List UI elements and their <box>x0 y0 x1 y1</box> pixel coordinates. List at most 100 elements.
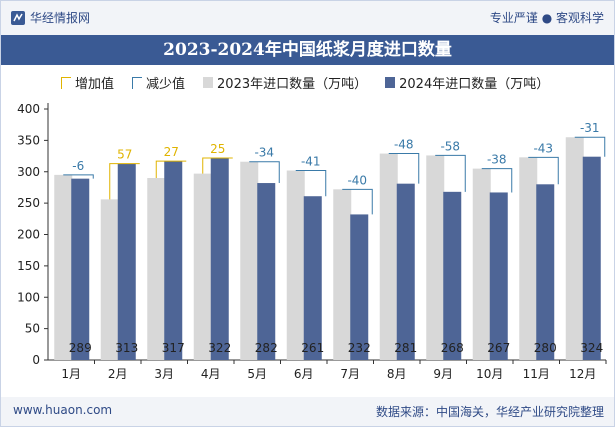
value-label-2024: 282 <box>255 341 278 355</box>
increase-bracket <box>202 157 233 174</box>
bar-2023 <box>519 157 538 360</box>
legend-marker-increase <box>61 76 71 89</box>
bar-2023 <box>286 170 305 360</box>
decrease-bracket <box>388 153 420 184</box>
x-tick-label: 2月 <box>108 367 128 381</box>
x-tick-label: 8月 <box>387 367 407 381</box>
value-label-2024: 232 <box>348 341 371 355</box>
y-tick-label: 0 <box>32 353 40 367</box>
bar-2024 <box>489 192 508 360</box>
value-label-2024: 280 <box>534 341 557 355</box>
chart-plot: 0 50 100 150 200 250 300 350 400 -6 289 1月 57 313 2月 27… <box>17 102 607 381</box>
legend-marker-2023 <box>203 77 214 88</box>
value-label-2024: 268 <box>441 341 464 355</box>
footer-source: 数据来源：中国海关，华经产业研究院整理 <box>375 405 604 419</box>
legend-item-decrease: 减少值 <box>132 73 185 92</box>
x-tick-label: 4月 <box>201 367 221 381</box>
y-tick-label: 50 <box>25 322 40 336</box>
bar-2024 <box>536 184 555 360</box>
footer-url[interactable]: www.huaon.com <box>13 403 113 417</box>
change-label: -38 <box>487 153 507 167</box>
y-tick-label: 350 <box>17 133 40 147</box>
legend-marker-2024 <box>385 77 396 88</box>
y-tick-label: 150 <box>17 259 40 273</box>
bar-2023 <box>333 189 352 360</box>
change-label: -6 <box>72 159 84 173</box>
x-tick-label: 12月 <box>569 367 596 381</box>
value-label-2024: 261 <box>301 341 324 355</box>
value-label-2024: 324 <box>580 341 603 355</box>
value-label-2024: 317 <box>162 341 185 355</box>
decrease-bracket <box>249 161 280 184</box>
increase-bracket <box>109 163 140 200</box>
y-tick-label: 100 <box>17 290 40 304</box>
decrease-bracket <box>528 156 559 185</box>
legend-item-2023: 2023年进口数量（万吨） <box>203 73 367 92</box>
change-label: 27 <box>164 145 179 159</box>
change-label: 25 <box>210 142 225 156</box>
change-label: -31 <box>580 121 600 135</box>
y-tick-label: 400 <box>17 102 40 116</box>
decrease-bracket <box>481 168 513 193</box>
bar-2023 <box>565 137 584 360</box>
bar-2024 <box>303 196 322 360</box>
bar-2023 <box>147 178 166 360</box>
bar-2023 <box>472 168 491 360</box>
x-tick-label: 7月 <box>340 367 360 381</box>
top-bar: 华经情报网 专业严谨 ● 客观科学 <box>1 1 614 35</box>
legend-item-2024: 2024年进口数量（万吨） <box>385 73 549 92</box>
decrease-bracket <box>435 154 466 192</box>
change-label: -43 <box>533 141 553 155</box>
x-tick-label: 6月 <box>294 367 314 381</box>
x-tick-label: 9月 <box>433 367 453 381</box>
bar-2023 <box>240 161 259 360</box>
x-tick-label: 1月 <box>61 367 81 381</box>
change-label: -41 <box>301 154 321 168</box>
bar-2024 <box>396 183 415 360</box>
x-tick-label: 3月 <box>154 367 174 381</box>
y-tick-label: 250 <box>17 196 40 210</box>
increase-bracket <box>155 160 187 179</box>
x-tick-label: 11月 <box>523 367 550 381</box>
bar-2024 <box>71 178 90 360</box>
bar-2023 <box>426 155 445 360</box>
bar-2023 <box>54 174 73 360</box>
value-label-2024: 281 <box>394 341 417 355</box>
value-label-2024: 322 <box>208 341 231 355</box>
y-tick-label: 200 <box>17 228 40 242</box>
legend-marker-decrease <box>132 76 143 89</box>
brand: 华经情报网 <box>11 9 90 26</box>
decrease-bracket <box>342 188 373 215</box>
change-label: 57 <box>117 148 132 162</box>
bar-2024 <box>350 214 369 360</box>
bar-2024 <box>257 183 276 360</box>
legend: 增加值 减少值 2023年进口数量（万吨） 2024年进口数量（万吨） <box>61 73 549 92</box>
chart-title: 2023-2024年中国纸浆月度进口数量 <box>1 35 614 65</box>
change-label: -34 <box>254 146 274 160</box>
decrease-bracket <box>63 174 94 179</box>
logo-icon <box>11 10 25 25</box>
legend-label-decrease: 减少值 <box>146 77 186 92</box>
decrease-bracket <box>574 136 606 157</box>
change-label: -58 <box>440 139 460 153</box>
value-label-2024: 313 <box>115 341 138 355</box>
bar-2024 <box>210 157 229 360</box>
bar-2023 <box>379 153 398 360</box>
bar-2023 <box>100 199 119 360</box>
value-label-2024: 289 <box>69 341 92 355</box>
tagline: 专业严谨 ● 客观科学 <box>489 11 604 25</box>
bar-2024 <box>443 191 462 360</box>
legend-label-2024: 2024年进口数量（万吨） <box>399 77 550 92</box>
bar-2024 <box>582 156 601 360</box>
legend-label-2023: 2023年进口数量（万吨） <box>217 77 368 92</box>
change-label: -40 <box>347 173 367 187</box>
decrease-bracket <box>295 169 327 197</box>
legend-item-increase: 增加值 <box>61 73 114 92</box>
x-tick-label: 10月 <box>476 367 503 381</box>
y-tick-label: 300 <box>17 165 40 179</box>
brand-name: 华经情报网 <box>30 11 91 25</box>
value-label-2024: 267 <box>487 341 510 355</box>
bar-2024 <box>117 163 136 360</box>
change-label: -48 <box>394 138 414 152</box>
